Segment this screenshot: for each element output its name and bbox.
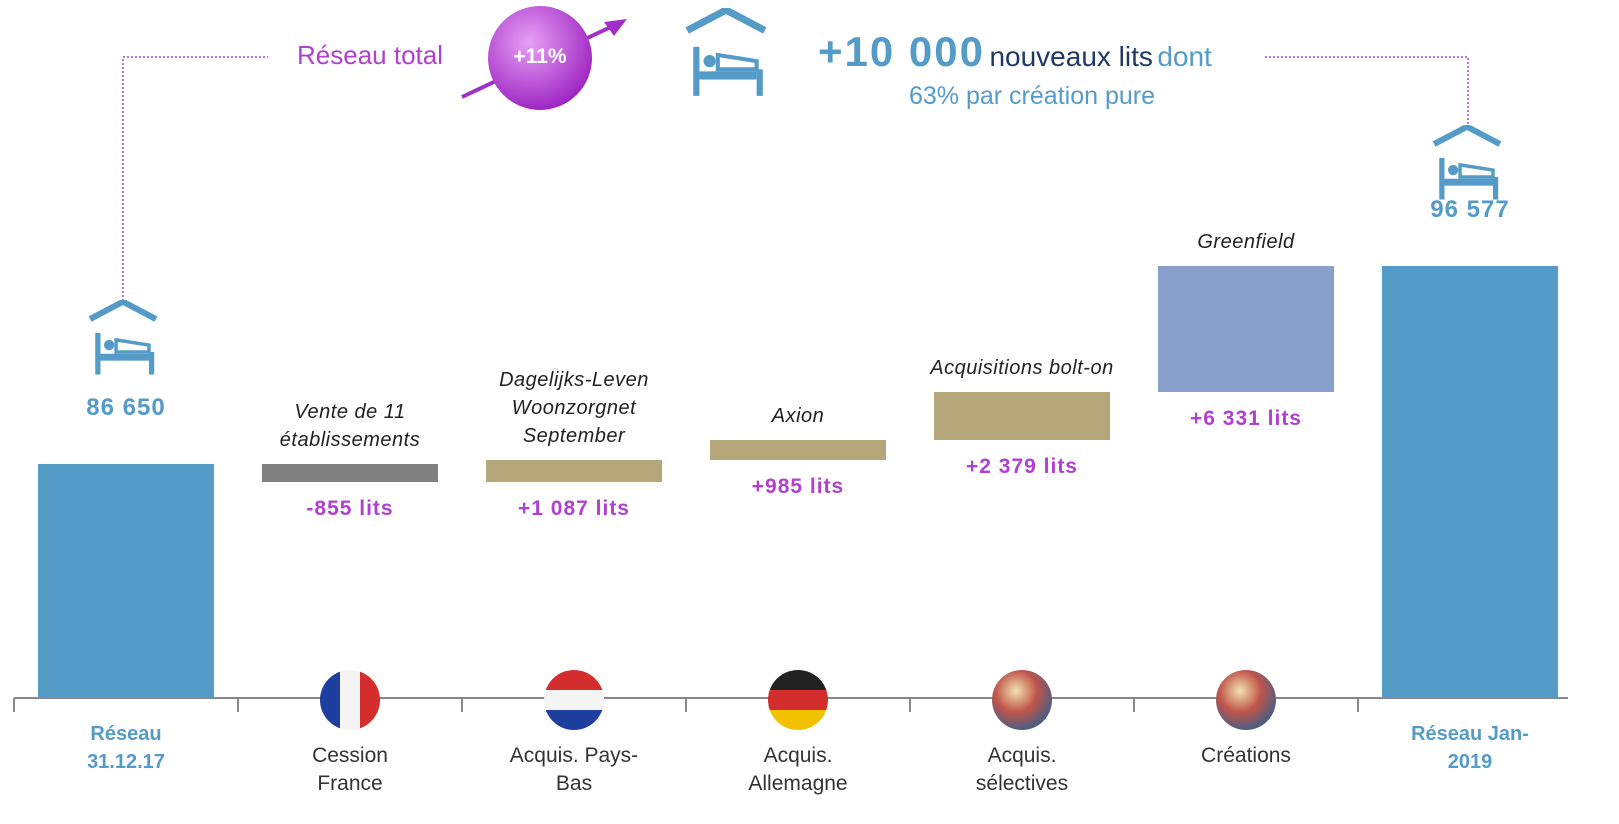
x-tick-label: Réseau 31.12.17 — [87, 723, 165, 773]
arrow-head — [604, 19, 627, 36]
value-label: 86 650 — [86, 394, 166, 422]
bar — [262, 464, 438, 482]
subtext: 63% par création pure — [909, 82, 1155, 110]
value-label: +6 331 lits — [1190, 407, 1302, 431]
axis-ticks — [13, 698, 1359, 712]
bed-icon — [687, 10, 765, 96]
x-tick-label: Acquis. sélectives — [975, 744, 1069, 795]
globe — [992, 670, 1052, 730]
x-tick-label: Acquis. Pays-Bas — [509, 744, 639, 795]
new-beds-text: nouveaux lits — [989, 41, 1153, 72]
flag-france — [320, 670, 380, 730]
value-label: 96 577 — [1430, 195, 1510, 223]
network-label: Réseau total — [297, 40, 443, 70]
bar-note: Axion — [771, 405, 825, 428]
bar-note: Dagelijks-Leven Woonzorgnet September — [499, 368, 649, 447]
bar — [486, 459, 662, 482]
bar — [38, 464, 214, 698]
bar-note: Vente de 11 établissements — [279, 401, 421, 452]
value-label: +1 087 lits — [518, 496, 630, 520]
bar — [710, 440, 886, 460]
connector — [1265, 56, 1469, 130]
bar — [1382, 265, 1558, 698]
x-tick-label: Acquis. Allemagne — [748, 744, 848, 795]
growth-bubble — [488, 6, 592, 110]
flag-netherlands — [544, 670, 604, 730]
growth: +11% — [513, 45, 567, 68]
bar-note: Greenfield — [1197, 230, 1295, 253]
value-label: +2 379 lits — [966, 455, 1078, 479]
bar-note: Acquisitions bolt-on — [930, 357, 1114, 380]
bar — [1158, 265, 1334, 393]
value-label: +985 lits — [751, 474, 845, 498]
new-beds-suffix: dont — [1157, 41, 1212, 72]
bed-icon — [1434, 127, 1500, 200]
new-beds: +10 000 — [818, 28, 985, 75]
x-tick-label: Créations — [1201, 744, 1291, 767]
x-tick-label: Réseau Jan-2019 — [1411, 723, 1529, 773]
globe — [1216, 670, 1276, 730]
x-tick-label: Cession France — [312, 744, 388, 795]
connector — [122, 56, 268, 305]
bar — [934, 392, 1110, 441]
flag-germany — [768, 670, 828, 730]
headline: +10 000 nouveaux lits dont — [818, 28, 1212, 76]
value-label: -855 lits — [306, 496, 394, 520]
bed-icon — [90, 302, 156, 375]
